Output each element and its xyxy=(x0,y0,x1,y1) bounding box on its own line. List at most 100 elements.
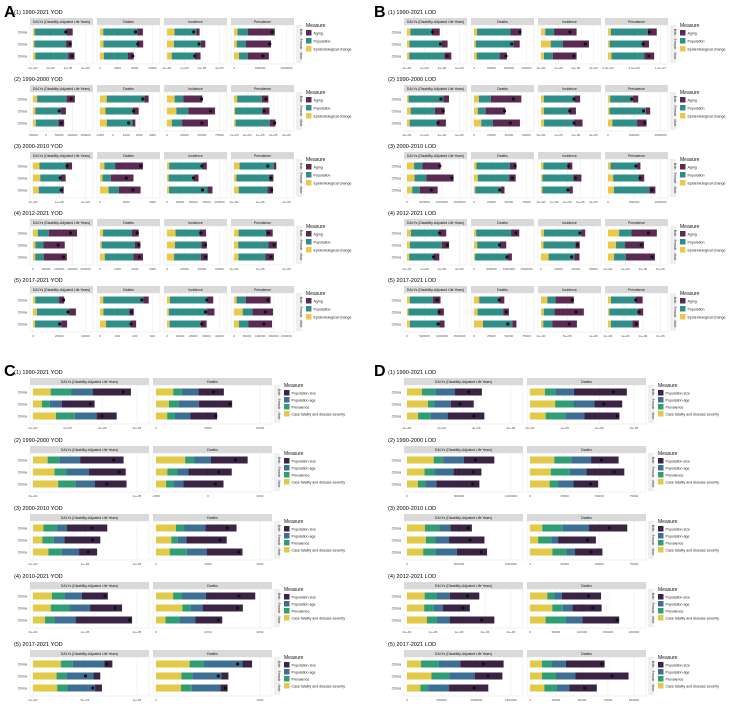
net-change-dot xyxy=(128,618,132,622)
tick-label: 6e+06 xyxy=(455,66,464,70)
net-change-dot xyxy=(643,121,647,125)
bar-segment xyxy=(573,400,595,408)
bar-segment xyxy=(558,536,596,544)
tick-label: 0e+00 xyxy=(230,267,239,271)
facet-strip xyxy=(605,286,668,293)
bar-segment xyxy=(35,296,60,304)
net-change-dot xyxy=(83,674,88,678)
strip-label-both: Both xyxy=(651,593,655,600)
bar-segment xyxy=(463,456,495,464)
bar-segment xyxy=(33,95,38,103)
bar-segment xyxy=(561,592,602,600)
legend-swatch xyxy=(306,38,312,44)
bar-segment xyxy=(179,616,196,624)
bar-segment xyxy=(167,52,172,60)
tick-label: 0 xyxy=(99,200,101,204)
legend-label: Population xyxy=(314,174,331,178)
net-change-dot xyxy=(505,255,509,259)
strip-label-both: Both xyxy=(651,525,655,532)
legend-title: Measure xyxy=(306,23,326,29)
facet-strip xyxy=(97,152,160,159)
bar-segment xyxy=(100,253,105,261)
net-change-dot xyxy=(203,310,208,314)
bar-segment xyxy=(50,604,70,612)
legend-label: Population size xyxy=(292,528,316,532)
net-change-dot xyxy=(141,97,145,101)
bar-segment xyxy=(613,174,639,182)
bar-segment xyxy=(475,186,501,194)
bar-segment xyxy=(543,308,555,316)
bar-segment xyxy=(234,296,237,304)
tick-label: 2e+05 xyxy=(198,66,207,70)
net-change-dot xyxy=(588,482,593,486)
legend-title: Measure xyxy=(658,383,678,389)
tick-label: 20000 xyxy=(180,267,189,271)
bar-segment xyxy=(185,456,195,464)
facet-strip xyxy=(527,650,646,657)
row-label: China xyxy=(392,299,401,303)
facet-label: DALYs (Disability-Adjusted Life Years) xyxy=(407,288,464,292)
facet-strip xyxy=(404,446,523,453)
legend-swatch xyxy=(306,298,312,304)
facet-strip xyxy=(30,286,93,293)
bar-segment xyxy=(575,672,629,680)
bar-segment xyxy=(541,28,546,36)
legend-title: Measure xyxy=(658,519,678,525)
tick-label: 1e+06 xyxy=(429,630,438,634)
strip-label-both: Both xyxy=(673,96,677,103)
bar-segment xyxy=(195,616,223,624)
bar-segment xyxy=(610,28,648,36)
bar-segment xyxy=(530,456,555,464)
bar-segment xyxy=(239,162,274,170)
legend-swatch xyxy=(284,676,290,682)
net-change-dot xyxy=(131,109,136,113)
tick-label: 0 xyxy=(473,267,475,271)
net-change-dot xyxy=(599,458,604,462)
bar-segment xyxy=(530,616,546,624)
tick-label: 0e+00 xyxy=(243,133,252,137)
bar-segment xyxy=(407,548,424,556)
bar-segment xyxy=(574,253,580,261)
bar-segment xyxy=(608,174,614,182)
bar-segment xyxy=(408,95,444,103)
bar-segment xyxy=(608,229,620,237)
side-strip xyxy=(648,521,654,559)
strip-label-both: Both xyxy=(299,96,303,103)
legend-swatch xyxy=(306,30,312,36)
quadrant-letter: C xyxy=(4,363,16,380)
bar-segment xyxy=(476,52,500,60)
facet-label: Incidence xyxy=(562,221,577,225)
bar-segment xyxy=(90,604,123,612)
row-label: China xyxy=(18,323,27,327)
legend-label: Epidemiological change xyxy=(314,48,352,52)
bar-segment xyxy=(591,456,619,464)
strip-label-male: Male xyxy=(277,481,281,488)
facet-label: Prevalence xyxy=(254,221,271,225)
facet-label: Prevalence xyxy=(254,20,271,24)
bar-segment xyxy=(426,174,454,182)
bar-segment xyxy=(450,524,472,532)
bar-segment xyxy=(33,186,39,194)
bar-segment xyxy=(423,548,436,556)
tick-label: 2e+05 xyxy=(46,66,55,70)
tick-label: 3e+05 xyxy=(630,426,639,430)
net-change-dot xyxy=(131,54,135,58)
tick-label: 75000 xyxy=(522,334,531,338)
row-label: China xyxy=(18,459,27,463)
tick-label: 0e+00 xyxy=(29,630,38,634)
bar-segment xyxy=(246,40,272,48)
bar-segment xyxy=(49,400,62,408)
bar-segment xyxy=(565,412,585,420)
legend-swatch xyxy=(680,231,686,237)
tick-label: 0e+00 xyxy=(29,426,38,430)
net-change-dot xyxy=(610,674,614,678)
legend-swatch xyxy=(284,472,290,478)
legend-swatch xyxy=(306,231,312,237)
bar-segment xyxy=(34,28,67,36)
bar-segment xyxy=(33,524,44,532)
legend-swatch xyxy=(680,113,686,119)
bar-segment xyxy=(33,241,36,249)
bar-segment xyxy=(234,95,238,103)
bar-segment xyxy=(608,119,613,127)
net-change-dot xyxy=(473,458,478,462)
